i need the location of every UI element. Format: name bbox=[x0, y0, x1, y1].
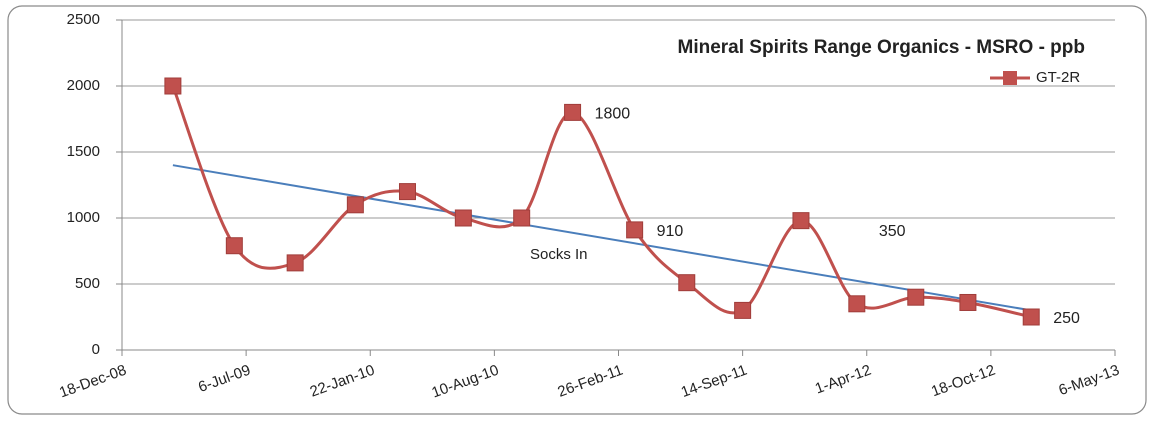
marker bbox=[678, 274, 696, 292]
marker bbox=[513, 209, 531, 227]
legend-label: GT-2R bbox=[1036, 69, 1080, 86]
annotation: Socks In bbox=[530, 246, 588, 263]
legend-marker bbox=[1003, 71, 1017, 85]
marker bbox=[286, 254, 304, 272]
marker bbox=[346, 196, 364, 214]
marker bbox=[959, 293, 977, 311]
marker bbox=[626, 221, 644, 239]
marker bbox=[225, 237, 243, 255]
y-tick-label: 2500 bbox=[67, 11, 100, 28]
y-tick-label: 0 bbox=[92, 341, 100, 358]
marker bbox=[164, 77, 182, 95]
marker bbox=[1022, 308, 1040, 326]
data-label: 910 bbox=[657, 223, 684, 240]
y-tick-label: 1000 bbox=[67, 209, 100, 226]
data-label: 1800 bbox=[595, 106, 631, 123]
chart-title: Mineral Spirits Range Organics - MSRO - … bbox=[678, 37, 1086, 58]
data-label: 350 bbox=[879, 223, 906, 240]
trendline bbox=[172, 164, 1032, 312]
y-tick-label: 1500 bbox=[67, 143, 100, 160]
marker bbox=[848, 295, 866, 313]
data-label: 250 bbox=[1053, 310, 1080, 327]
y-tick-label: 2000 bbox=[67, 77, 100, 94]
marker bbox=[564, 103, 582, 121]
y-tick-label: 500 bbox=[75, 275, 100, 292]
marker bbox=[734, 301, 752, 319]
marker bbox=[398, 183, 416, 201]
marker bbox=[454, 209, 472, 227]
chart-border bbox=[7, 5, 1147, 415]
marker bbox=[907, 288, 925, 306]
marker bbox=[792, 212, 810, 230]
